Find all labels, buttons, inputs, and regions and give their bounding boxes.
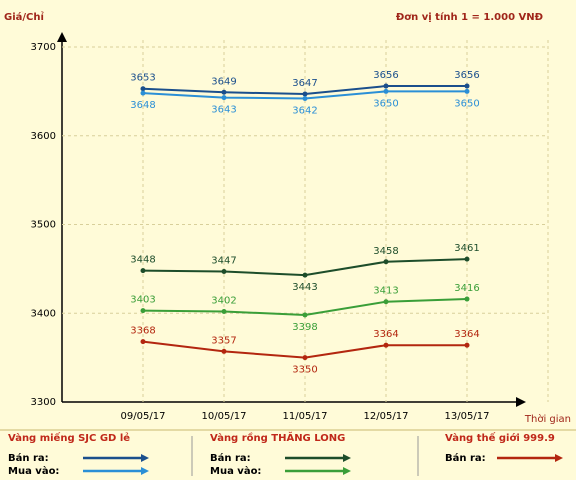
data-label: 3653 xyxy=(130,73,155,84)
y-tick-label: 3400 xyxy=(31,308,56,319)
point xyxy=(140,86,146,92)
x-tick-label: 10/05/17 xyxy=(202,411,247,422)
data-label: 3402 xyxy=(211,295,236,306)
point xyxy=(221,348,227,354)
point xyxy=(383,259,389,265)
data-label: 3650 xyxy=(373,98,398,109)
data-label: 3647 xyxy=(292,78,317,89)
data-label: 3416 xyxy=(454,283,479,294)
legend-arrow xyxy=(141,454,149,462)
data-label: 3350 xyxy=(292,365,317,376)
point xyxy=(383,88,389,94)
point xyxy=(464,342,470,348)
data-label: 3648 xyxy=(130,100,155,111)
data-label: 3643 xyxy=(211,105,236,116)
point xyxy=(383,83,389,89)
point xyxy=(140,268,146,274)
point xyxy=(302,272,308,278)
data-label: 3656 xyxy=(454,70,479,81)
point xyxy=(221,308,227,314)
y-axis-label: Giá/Chỉ xyxy=(4,11,44,23)
data-label: 3642 xyxy=(292,105,317,116)
x-tick-label: 13/05/17 xyxy=(445,411,490,422)
data-label: 3443 xyxy=(292,282,317,293)
point xyxy=(140,339,146,345)
data-label: 3649 xyxy=(211,76,236,87)
data-label: 3357 xyxy=(211,335,236,346)
point xyxy=(464,88,470,94)
point xyxy=(464,83,470,89)
point xyxy=(383,342,389,348)
legend-group-title: Vàng miếng SJC GD lẻ xyxy=(8,431,130,444)
legend-label: Bán ra: xyxy=(445,452,486,464)
data-label: 3364 xyxy=(454,329,479,340)
legend-arrow xyxy=(141,467,149,475)
x-tick-label: 12/05/17 xyxy=(364,411,409,422)
data-label: 3364 xyxy=(373,329,398,340)
data-label: 3461 xyxy=(454,243,479,254)
x-axis-label: Thời gian xyxy=(524,413,571,425)
legend-label: Mua vào: xyxy=(210,465,261,477)
point xyxy=(464,296,470,302)
point xyxy=(140,90,146,96)
data-label: 3448 xyxy=(130,255,155,266)
y-axis-arrow xyxy=(57,32,67,42)
point xyxy=(302,95,308,101)
point xyxy=(464,256,470,262)
data-label: 3458 xyxy=(373,246,398,257)
y-tick-label: 3300 xyxy=(31,397,56,408)
x-axis-arrow xyxy=(516,397,526,407)
x-tick-label: 11/05/17 xyxy=(283,411,328,422)
legend-group-title: Vàng rồng THĂNG LONG xyxy=(210,431,345,444)
point xyxy=(221,269,227,275)
legend-label: Bán ra: xyxy=(8,452,49,464)
y-tick-label: 3500 xyxy=(31,220,56,231)
point xyxy=(302,312,308,318)
data-label: 3413 xyxy=(373,286,398,297)
point xyxy=(302,91,308,97)
legend-label: Bán ra: xyxy=(210,452,251,464)
legend-arrow xyxy=(343,467,351,475)
point xyxy=(383,299,389,305)
legend-label: Mua vào: xyxy=(8,465,59,477)
legend-arrow xyxy=(555,454,563,462)
x-tick-label: 09/05/17 xyxy=(121,411,166,422)
y-tick-label: 3600 xyxy=(31,131,56,142)
legend-arrow xyxy=(343,454,351,462)
unit-note: Đơn vị tính 1 = 1.000 VNĐ xyxy=(396,11,543,23)
data-label: 3368 xyxy=(130,326,155,337)
point xyxy=(221,95,227,101)
legend-group-title: Vàng thế giới 999.9 xyxy=(445,431,555,444)
point xyxy=(302,355,308,361)
point xyxy=(140,308,146,314)
data-label: 3656 xyxy=(373,70,398,81)
point xyxy=(221,89,227,95)
y-tick-label: 3700 xyxy=(31,42,56,53)
data-label: 3447 xyxy=(211,256,236,267)
data-label: 3403 xyxy=(130,295,155,306)
data-label: 3398 xyxy=(292,322,317,333)
data-label: 3650 xyxy=(454,98,479,109)
